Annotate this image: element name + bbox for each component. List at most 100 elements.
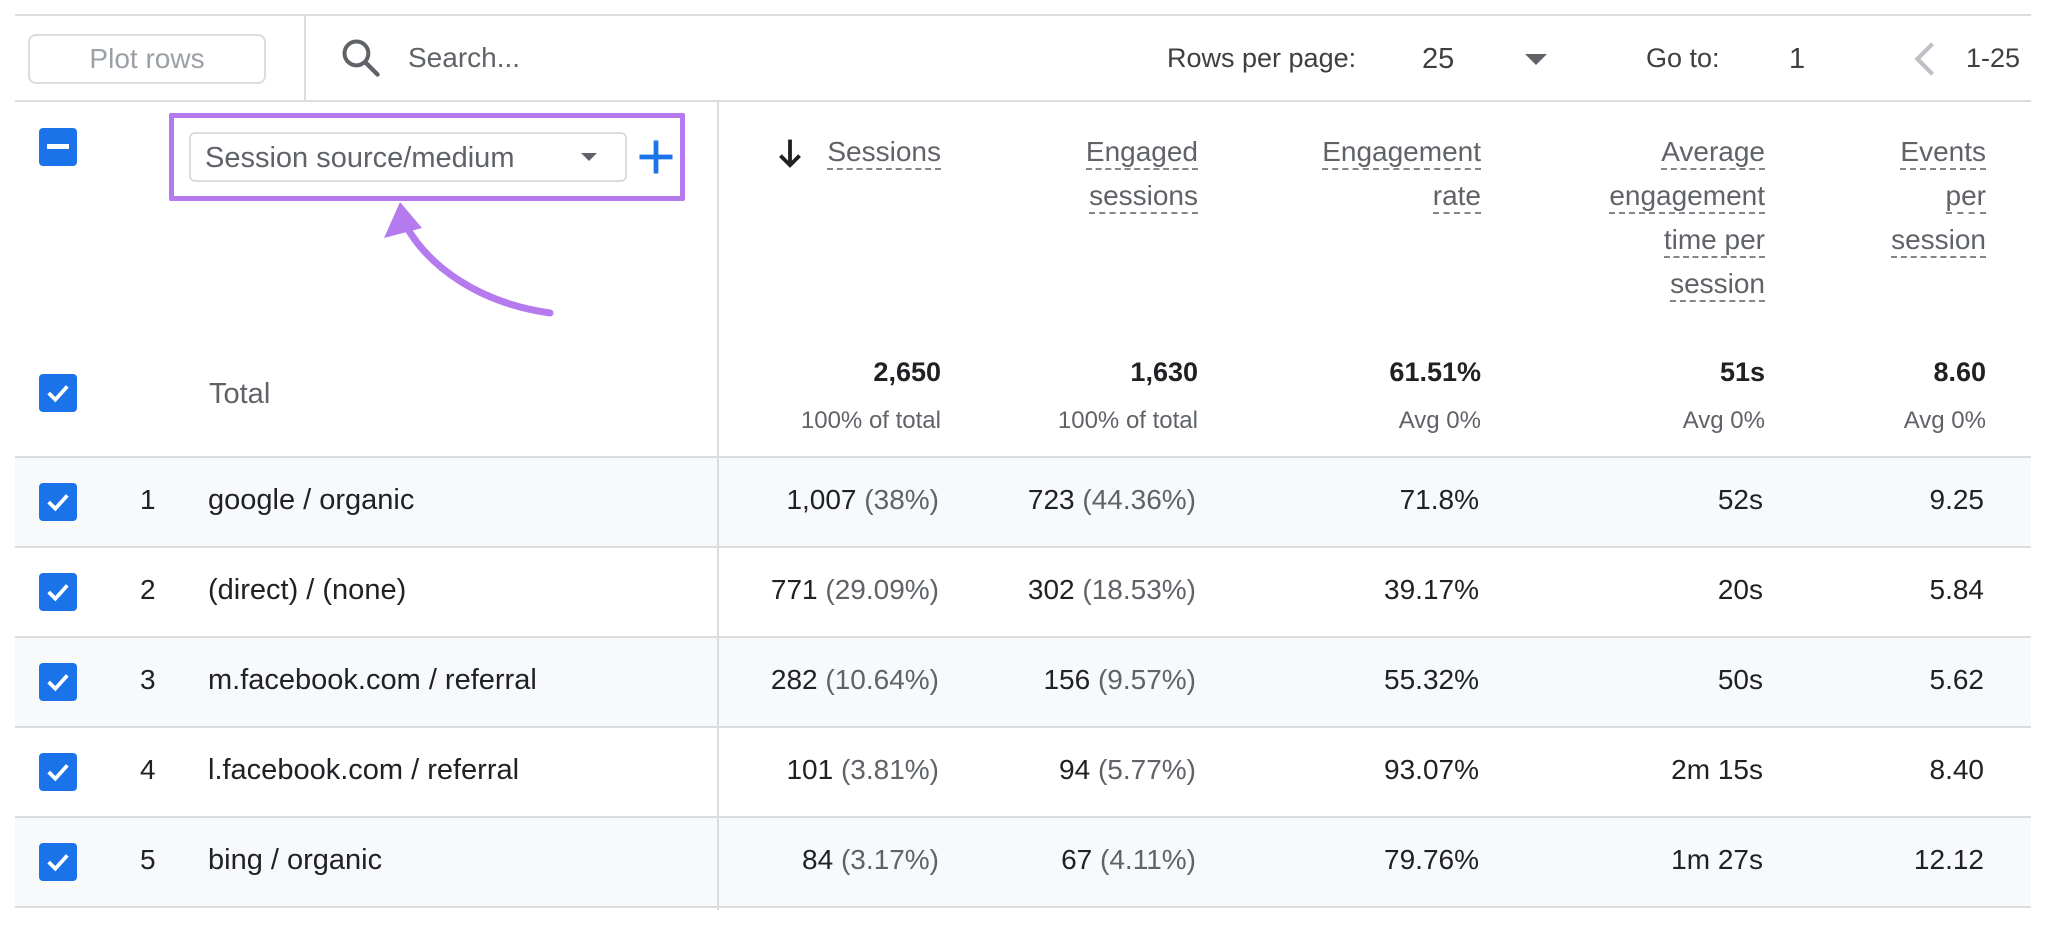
row-dimension-value[interactable]: m.facebook.com / referral bbox=[208, 664, 537, 696]
row-divider bbox=[15, 906, 2031, 908]
row-dimension-value[interactable]: (direct) / (none) bbox=[208, 574, 407, 606]
cell-sessions-percent: (10.64%) bbox=[825, 664, 939, 695]
dimension-highlight-box bbox=[169, 113, 685, 201]
cell-engagement-rate: 39.17% bbox=[1384, 574, 1479, 606]
cell-avg-engagement-time-value: 50s bbox=[1717, 664, 1763, 695]
cell-events-per-session: 9.25 bbox=[1930, 484, 1985, 516]
check-icon bbox=[47, 494, 69, 512]
cell-engagement-rate-value: 55.32% bbox=[1384, 664, 1479, 695]
cell-engaged-sessions-percent: (18.53%) bbox=[1082, 574, 1196, 605]
header-line: time per bbox=[1663, 224, 1765, 258]
totals-divider bbox=[15, 456, 2031, 458]
check-icon bbox=[47, 584, 69, 602]
cell-events-per-session-value: 5.84 bbox=[1929, 574, 1985, 605]
header-line: session bbox=[1891, 224, 1986, 258]
column-header-engaged-sessions[interactable]: Engaged sessions bbox=[1085, 130, 1198, 218]
search-icon[interactable] bbox=[339, 36, 383, 80]
total-engagement-rate-sub: Avg 0% bbox=[1398, 407, 1481, 434]
row-dimension-value[interactable]: google / organic bbox=[208, 484, 415, 516]
chevron-left-icon[interactable] bbox=[1909, 40, 1941, 78]
cell-avg-engagement-time: 2m 15s bbox=[1671, 754, 1763, 786]
cell-engaged-sessions: 723 (44.36%) bbox=[1028, 484, 1196, 516]
cell-events-per-session-value: 8.40 bbox=[1929, 754, 1985, 785]
header-line: Engagement bbox=[1322, 136, 1481, 170]
header-line: session bbox=[1670, 268, 1765, 302]
cell-events-per-session-value: 5.62 bbox=[1929, 664, 1985, 695]
row-divider bbox=[15, 816, 2031, 818]
column-header-engagement-rate[interactable]: Engagement rate bbox=[1322, 130, 1481, 218]
rows-per-page-label: Rows per page: bbox=[1167, 43, 1357, 73]
total-engagement-rate: 61.51% bbox=[1389, 357, 1481, 387]
column-header-events-per-session[interactable]: Events per session bbox=[1891, 130, 1986, 262]
dimension-dropdown[interactable]: Session source/medium bbox=[189, 132, 627, 182]
goto-label: Go to: bbox=[1646, 43, 1720, 73]
table-row[interactable]: 1 google / organic 1,007 (38%) 723 (44.36%)… bbox=[15, 458, 2031, 546]
cell-avg-engagement-time: 1m 27s bbox=[1671, 844, 1763, 876]
table-row[interactable]: 5 bing / organic 84 (3.17%) 67 (4.11%) 79.76… bbox=[15, 818, 2031, 906]
cell-engaged-sessions-percent: (9.57%) bbox=[1097, 664, 1196, 695]
table-row[interactable]: 4 l.facebook.com / referral 101 (3.81%) 94 … bbox=[15, 728, 2031, 816]
cell-avg-engagement-time-value: 2m 15s bbox=[1671, 754, 1763, 785]
cell-events-per-session: 8.40 bbox=[1930, 754, 1985, 786]
row-checkbox[interactable] bbox=[39, 483, 77, 521]
row-number: 4 bbox=[140, 754, 156, 785]
cell-sessions-value: 84 bbox=[802, 844, 834, 875]
cell-engagement-rate: 79.76% bbox=[1384, 844, 1479, 876]
row-divider bbox=[15, 636, 2031, 638]
dimension-column-divider-overlay bbox=[717, 100, 719, 910]
cell-avg-engagement-time: 20s bbox=[1718, 574, 1763, 606]
cell-engaged-sessions-percent: (44.36%) bbox=[1082, 484, 1196, 515]
plus-icon[interactable] bbox=[634, 135, 678, 179]
total-engaged-sessions-sub: 100% of total bbox=[1057, 407, 1198, 434]
column-header-sessions[interactable]: Sessions bbox=[827, 130, 941, 174]
cell-engagement-rate: 55.32% bbox=[1384, 664, 1479, 696]
cell-events-per-session-value: 12.12 bbox=[1913, 844, 1984, 875]
select-all-checkbox[interactable] bbox=[39, 128, 77, 166]
cell-engagement-rate: 71.8% bbox=[1400, 484, 1479, 516]
cell-engaged-sessions-value: 156 bbox=[1043, 664, 1091, 695]
row-number: 3 bbox=[140, 664, 156, 695]
cell-engaged-sessions: 302 (18.53%) bbox=[1028, 574, 1196, 606]
cell-sessions-percent: (3.17%) bbox=[840, 844, 939, 875]
goto-input[interactable]: 1 bbox=[1789, 43, 1806, 75]
arrow-down-icon[interactable] bbox=[776, 138, 804, 170]
cell-events-per-session: 12.12 bbox=[1914, 844, 1984, 876]
total-events-per-session-sub: Avg 0% bbox=[1903, 407, 1986, 434]
plot-rows-button[interactable]: Plot rows bbox=[28, 34, 266, 84]
cell-engagement-rate-value: 93.07% bbox=[1384, 754, 1479, 785]
cell-engaged-sessions: 67 (4.11%) bbox=[1061, 844, 1196, 876]
cell-sessions: 771 (29.09%) bbox=[771, 574, 939, 606]
cell-engaged-sessions-value: 723 bbox=[1027, 484, 1075, 515]
row-checkbox[interactable] bbox=[39, 663, 77, 701]
header-line: Sessions bbox=[827, 136, 941, 170]
row-checkbox[interactable] bbox=[39, 843, 77, 881]
cell-sessions: 282 (10.64%) bbox=[771, 664, 939, 696]
cell-sessions-value: 771 bbox=[770, 574, 818, 605]
toolbar-bottom-border bbox=[15, 100, 2031, 102]
header-line: Average bbox=[1661, 136, 1765, 170]
cell-sessions: 84 (3.17%) bbox=[802, 844, 939, 876]
cell-avg-engagement-time: 52s bbox=[1718, 484, 1763, 516]
row-checkbox[interactable] bbox=[39, 573, 77, 611]
cell-avg-engagement-time-value: 52s bbox=[1717, 484, 1763, 515]
row-dimension-value[interactable]: bing / organic bbox=[208, 844, 383, 876]
total-checkbox[interactable] bbox=[39, 374, 77, 412]
cell-events-per-session: 5.62 bbox=[1930, 664, 1985, 696]
table-row[interactable]: 2 (direct) / (none) 771 (29.09%) 302 (18.53… bbox=[15, 548, 2031, 636]
column-header-avg-engagement-time[interactable]: Average engagement time per session bbox=[1609, 130, 1765, 306]
cell-engagement-rate-value: 71.8% bbox=[1399, 484, 1479, 515]
chevron-down-icon[interactable] bbox=[1525, 54, 1547, 65]
cell-engaged-sessions: 94 (5.77%) bbox=[1059, 754, 1196, 786]
cell-avg-engagement-time: 50s bbox=[1718, 664, 1763, 696]
row-dimension-value[interactable]: l.facebook.com / referral bbox=[208, 754, 520, 786]
row-number: 5 bbox=[140, 844, 156, 875]
cell-engaged-sessions-percent: (4.11%) bbox=[1100, 844, 1196, 875]
table-row[interactable]: 3 m.facebook.com / referral 282 (10.64%) 15… bbox=[15, 638, 2031, 726]
search-input[interactable] bbox=[408, 38, 708, 78]
row-checkbox[interactable] bbox=[39, 753, 77, 791]
cell-engagement-rate-value: 39.17% bbox=[1384, 574, 1479, 605]
cell-sessions-value: 282 bbox=[770, 664, 818, 695]
total-sessions: 2,650 bbox=[873, 357, 941, 387]
rows-per-page-select[interactable]: 25 bbox=[1422, 43, 1455, 75]
header-line: Events bbox=[1900, 136, 1986, 170]
